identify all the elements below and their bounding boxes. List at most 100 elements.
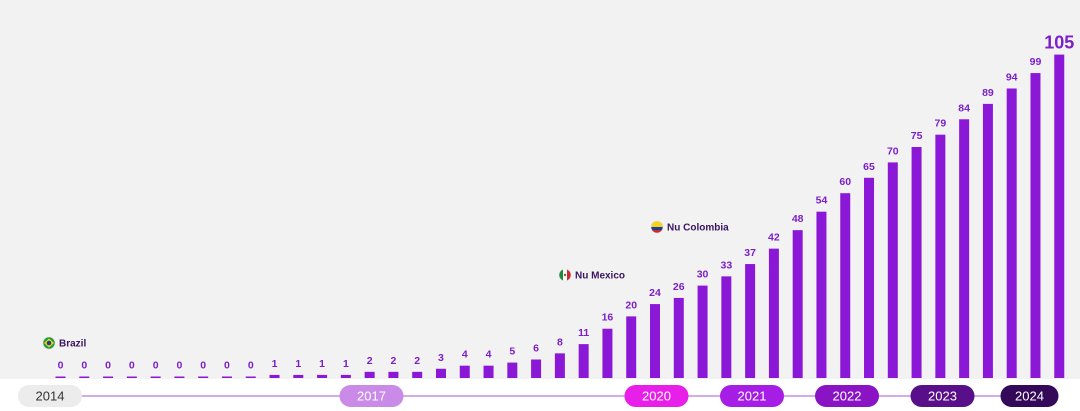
year-pill-label: 2024 — [1015, 389, 1044, 404]
year-pill-background — [339, 385, 404, 407]
bar-value-label: 2 — [414, 355, 420, 367]
year-pill-label: 2014 — [36, 389, 65, 404]
bar-value-label: 0 — [224, 360, 230, 372]
bar — [388, 371, 399, 378]
milestone-annotation: Nu Mexico — [558, 268, 625, 282]
bar — [1030, 73, 1041, 378]
bar — [650, 304, 660, 378]
year-pill-2022[interactable]: 2022 — [815, 385, 879, 407]
bar — [792, 230, 803, 378]
bar — [364, 371, 375, 378]
bar-value-label: 0 — [58, 360, 64, 372]
bar — [911, 147, 922, 378]
year-pill-label: 2021 — [738, 389, 767, 404]
milestone-label: Nu Mexico — [575, 271, 625, 282]
bar-value-label: 94 — [1006, 71, 1018, 83]
bar-value-label: 60 — [839, 176, 851, 188]
bar — [293, 374, 304, 378]
bar-value-label: 105 — [1044, 33, 1074, 53]
timeline-group: 2014 2017 2020 2021 2022 2023 2024 — [18, 385, 1059, 407]
bar — [578, 344, 589, 378]
bar — [459, 365, 470, 378]
bar-value-label: 1 — [319, 358, 325, 370]
year-pill-background — [720, 385, 784, 407]
bar — [79, 376, 90, 378]
bar — [554, 353, 565, 378]
bar-value-label: 0 — [81, 360, 87, 372]
year-pill-background — [624, 385, 689, 407]
year-pill-2021[interactable]: 2021 — [720, 385, 784, 407]
bar-value-label: 0 — [248, 360, 254, 372]
bar — [1006, 88, 1017, 378]
bar — [697, 285, 708, 378]
bar — [103, 376, 114, 378]
bar-value-label: 26 — [673, 281, 685, 293]
milestone-label: Nu Colombia — [667, 223, 729, 234]
bar-value-label: 20 — [625, 299, 637, 311]
bar-value-label: 84 — [958, 102, 970, 114]
bar — [768, 248, 779, 378]
brazil-flag-icon — [42, 336, 56, 350]
year-pill-label: 2017 — [357, 389, 386, 404]
bar-value-label: 42 — [768, 232, 780, 244]
bar-value-label: 0 — [153, 360, 159, 372]
bar — [602, 328, 613, 378]
timeline-band — [0, 379, 1080, 411]
bar-value-label: 2 — [367, 355, 373, 367]
bar — [317, 374, 328, 378]
bar-value-label: 0 — [200, 360, 206, 372]
bar — [221, 376, 232, 378]
bar-value-label: 11 — [578, 327, 589, 339]
bar — [887, 162, 898, 378]
year-pill-2017[interactable]: 2017 — [339, 385, 404, 407]
bar — [745, 264, 756, 378]
bar — [126, 376, 137, 378]
bar — [412, 371, 423, 378]
value-labels-group: 0 0 0 0 0 0 0 0 0 1 1 1 1 2 2 2 3 4 4 5 68111620242630333742… — [58, 33, 1075, 372]
bar — [198, 376, 209, 378]
bar — [816, 211, 827, 378]
bar — [55, 376, 66, 378]
bar — [721, 276, 732, 378]
bar-value-label: 5 — [509, 346, 515, 358]
bar-value-label: 33 — [720, 259, 732, 271]
year-pill-label: 2023 — [928, 389, 957, 404]
year-pill-background — [910, 385, 975, 407]
year-pill-2020[interactable]: 2020 — [624, 385, 689, 407]
bar-value-label: 1 — [272, 358, 278, 370]
year-pill-background — [815, 385, 879, 407]
bar-value-label: 16 — [602, 312, 614, 324]
bar — [982, 103, 993, 378]
year-pill-2023[interactable]: 2023 — [910, 385, 975, 407]
bar — [673, 297, 684, 378]
bar — [150, 376, 161, 378]
milestone-label: Brazil — [59, 339, 86, 350]
bar-value-label: 4 — [462, 349, 468, 361]
bar-value-label: 1 — [343, 358, 349, 370]
annotations-group: Brazil Nu Mexico Nu Colombia — [42, 220, 729, 350]
year-pill-2014[interactable]: 2014 — [18, 385, 82, 407]
year-pill-label: 2020 — [642, 389, 671, 404]
bar-value-label: 1 — [295, 358, 301, 370]
bar — [935, 134, 946, 378]
year-pill-label: 2022 — [833, 389, 862, 404]
bar — [864, 177, 875, 378]
bar-value-label: 37 — [744, 247, 756, 259]
bar-value-label: 3 — [438, 352, 444, 364]
year-pill-2024[interactable]: 2024 — [1000, 385, 1059, 407]
bar — [483, 365, 494, 378]
bar-value-label: 65 — [863, 161, 875, 173]
bar-value-label: 2 — [390, 355, 396, 367]
bar-value-label: 48 — [792, 213, 804, 225]
bar — [531, 359, 542, 378]
year-pill-background — [18, 385, 82, 407]
bars-group — [55, 54, 1065, 378]
bar — [245, 376, 256, 378]
bar — [840, 193, 851, 378]
bar-value-label: 99 — [1030, 56, 1042, 68]
bar — [435, 368, 446, 378]
bar-value-label: 70 — [887, 145, 899, 157]
bar-value-label: 24 — [649, 287, 661, 299]
bar — [626, 316, 637, 378]
